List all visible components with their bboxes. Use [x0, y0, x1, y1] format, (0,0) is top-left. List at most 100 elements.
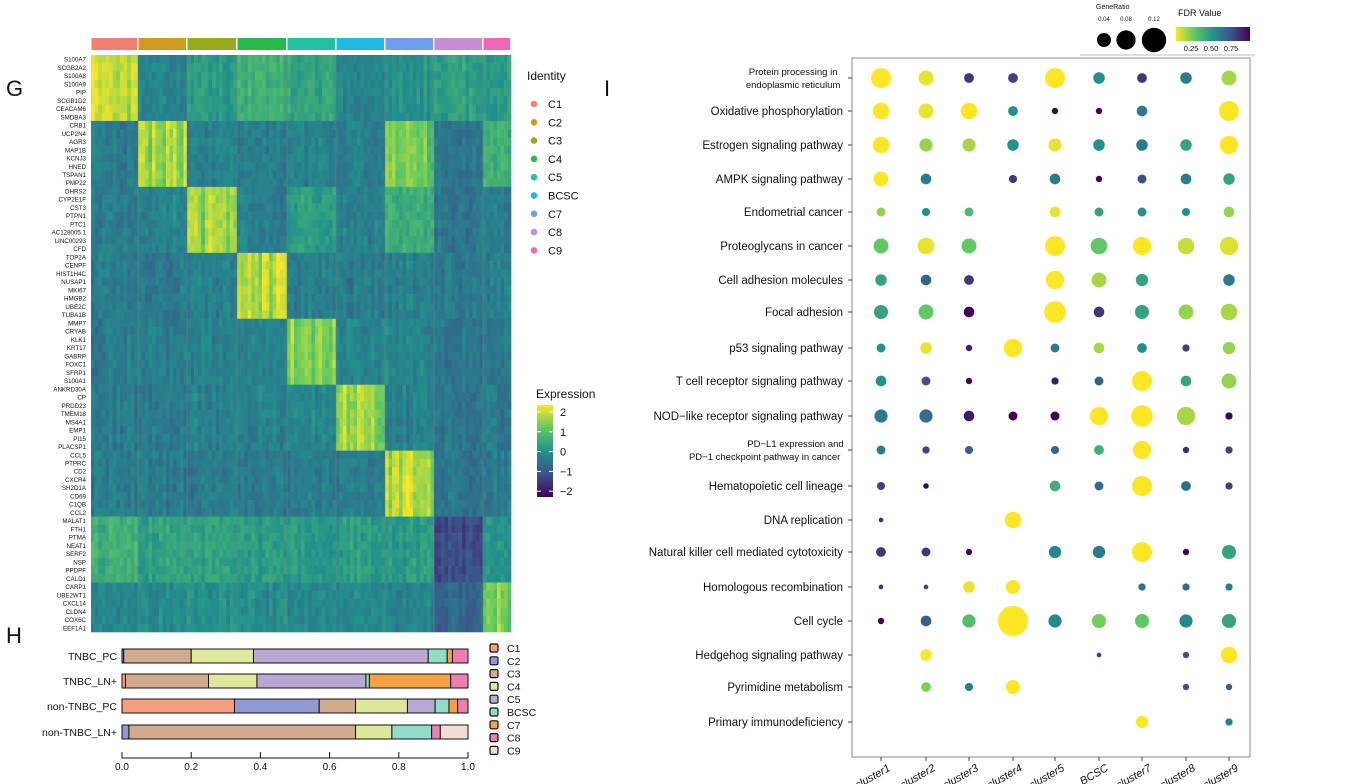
heatmap-cell [272, 508, 277, 517]
heatmap-cell [301, 203, 305, 212]
heatmap-cell [204, 508, 209, 517]
heatmap-cell [315, 541, 319, 550]
heatmap-cell [262, 87, 266, 97]
heatmap-cell [127, 483, 132, 493]
heatmap-cell [265, 491, 270, 501]
heatmap-cell [197, 401, 202, 410]
heatmap-cell [148, 269, 153, 278]
heatmap-cell [219, 425, 224, 435]
heatmap-cell [332, 294, 337, 303]
heatmap-cell [190, 516, 195, 526]
heatmap-cell [258, 318, 263, 328]
heatmap-cell [290, 120, 295, 130]
heatmap-cell [290, 129, 295, 138]
heatmap-cell [155, 186, 160, 196]
heatmap-cell [329, 170, 333, 179]
heatmap-cell [301, 294, 305, 303]
heatmap-cell [123, 483, 128, 493]
heatmap-cell [240, 368, 245, 377]
heatmap-cell [294, 96, 298, 105]
heatmap-cell [109, 524, 113, 534]
heatmap-cell [283, 79, 288, 89]
heatmap-cell [116, 302, 121, 311]
heatmap-cell [283, 244, 288, 254]
heatmap-cell [226, 129, 231, 138]
heatmap-cell [318, 615, 323, 625]
heatmap-cell [237, 310, 241, 320]
heatmap-cell [204, 557, 209, 567]
heatmap-cell [190, 228, 195, 237]
heatmap-cell [262, 137, 266, 146]
heatmap-cell [339, 483, 344, 493]
heatmap-cell [119, 145, 124, 155]
heatmap-cell [332, 607, 337, 616]
heatmap-cell [226, 120, 231, 130]
heatmap-cell [145, 500, 149, 509]
heatmap-cell [183, 442, 188, 451]
heatmap-cell [279, 541, 284, 550]
heatmap-cell [237, 599, 241, 608]
heatmap-cell [304, 392, 309, 402]
heatmap-cell [169, 104, 174, 113]
heatmap-cell [339, 524, 344, 534]
heatmap-cell [219, 71, 224, 81]
heatmap-cell [173, 153, 177, 163]
heatmap-cell [215, 145, 220, 155]
heatmap-cell [134, 376, 139, 386]
heatmap-cell [101, 442, 106, 451]
heatmap-cell [290, 178, 295, 188]
heatmap-cell [237, 104, 241, 113]
heatmap-cell [119, 71, 124, 81]
heatmap-cell [272, 310, 277, 320]
heatmap-cell [109, 335, 113, 344]
heatmap-cell [116, 252, 121, 262]
heatmap-cell [265, 343, 270, 353]
heatmap-cell [94, 500, 99, 509]
heatmap-cell [112, 203, 117, 212]
heatmap-cell [262, 615, 266, 625]
heatmap-cell [258, 302, 263, 311]
heatmap-cell [222, 425, 227, 435]
heatmap-cell [226, 327, 231, 336]
identity-bar-C7 [385, 38, 433, 50]
heatmap-cell [294, 458, 298, 468]
heatmap-cell [283, 574, 288, 583]
heatmap-cell [233, 615, 238, 625]
heatmap-cell [247, 219, 252, 229]
heatmap-cell [180, 277, 184, 287]
heatmap-cell [148, 79, 153, 89]
heatmap-cell [101, 55, 106, 64]
heatmap-cell [123, 261, 128, 270]
heatmap-cell [262, 285, 266, 295]
heatmap-cell [222, 219, 227, 229]
heatmap-cell [247, 211, 252, 221]
heatmap-cell [155, 516, 160, 526]
heatmap-cell [240, 236, 245, 245]
heatmap-cell [176, 145, 181, 155]
heatmap-cell [98, 491, 103, 501]
heatmap-cell [194, 137, 199, 146]
heatmap-cell [233, 483, 238, 493]
heatmap-cell [212, 351, 216, 361]
heatmap-cell [269, 557, 274, 567]
heatmap-cell [339, 211, 344, 221]
heatmap-cell [180, 170, 184, 179]
heatmap-cell [190, 112, 195, 122]
heatmap-cell [94, 137, 99, 146]
heatmap-cell [152, 434, 156, 443]
heatmap-cell [123, 302, 128, 311]
heatmap-cell [304, 170, 309, 179]
heatmap-cell [98, 71, 103, 81]
heatmap-cell [155, 277, 160, 287]
heatmap-cell [105, 574, 110, 583]
heatmap-cell [247, 343, 252, 353]
heatmap-cell [183, 310, 188, 320]
heatmap-cell [269, 71, 274, 81]
heatmap-cell [204, 467, 209, 476]
heatmap-cell [162, 442, 167, 451]
heatmap-cell [201, 145, 206, 155]
heatmap-cell [254, 170, 259, 179]
heatmap-cell [197, 211, 202, 221]
heatmap-cell [301, 96, 305, 105]
heatmap-cell [212, 162, 216, 171]
